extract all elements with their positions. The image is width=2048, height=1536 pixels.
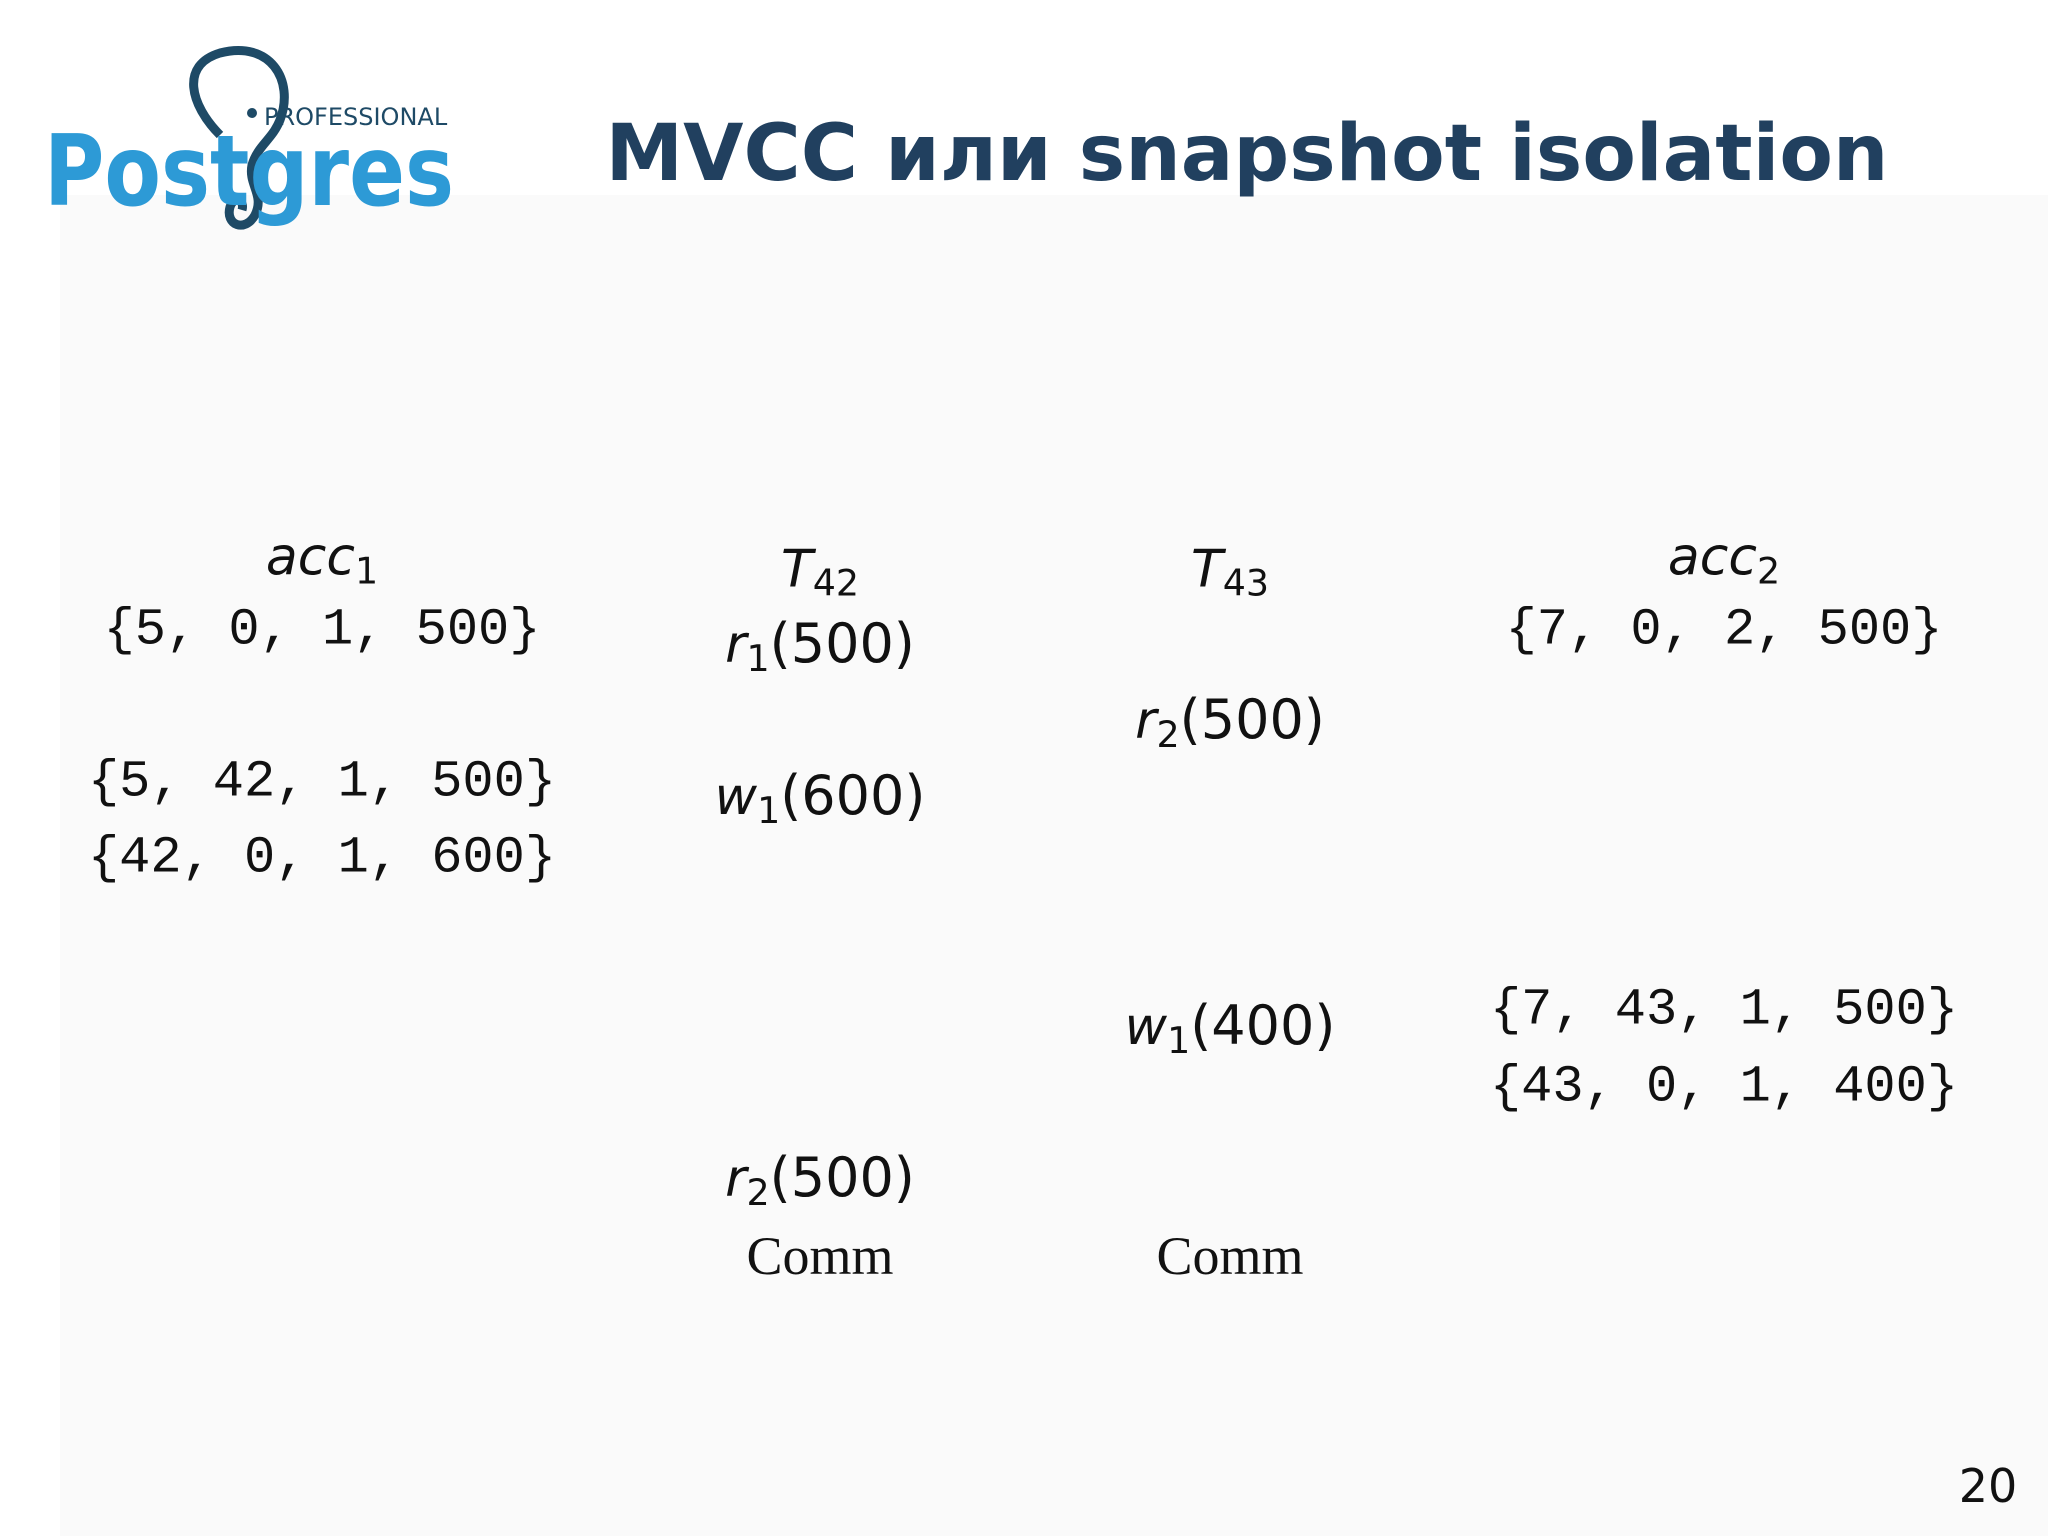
operation: r2(500) [1135,688,1325,756]
op-sub: 2 [746,1171,770,1215]
op-sub: 2 [1156,713,1180,757]
op-sub: 1 [1167,1019,1191,1063]
op-arg: (500) [1179,687,1325,751]
operation: r2(500) [725,1146,915,1214]
header-base: acc [1667,527,1757,588]
op-sub: 1 [757,789,781,833]
row-state: {5, 42, 1, 500} [87,752,557,812]
op-name: w [714,766,758,827]
row-state: {43, 0, 1, 400} [1489,1057,1959,1117]
op-sub: 1 [746,637,770,681]
op-arg: (600) [780,763,926,827]
logo-eye [247,108,257,118]
column-header: acc2 [1668,527,1780,592]
row-state: {7, 43, 1, 500} [1489,980,1959,1040]
row-state: {5, 0, 1, 500} [103,600,541,660]
column-header: acc1 [266,527,378,592]
header-base: acc [265,527,355,588]
logo-brand: Postgres [44,115,454,229]
commit: Comm [1156,1226,1304,1286]
page-number: 20 [1958,1459,2018,1513]
column-header: T43 [1191,539,1269,604]
logo: PROFESSIONAL Postgres [44,46,454,230]
slide-title: MVCC или snapshot isolation [605,109,1889,199]
commit: Comm [746,1226,894,1286]
logo-elephant [189,46,289,230]
header-sub: 1 [354,549,379,593]
op-name: r [725,614,747,675]
column-header: T42 [781,539,859,604]
header-base: T [780,539,813,600]
header-sub: 42 [812,561,860,605]
content-panel [60,195,2048,1536]
header-sub: 2 [1756,549,1781,593]
header-sub: 43 [1222,561,1270,605]
operation: w1(600) [715,764,926,832]
op-name: r [725,1148,747,1209]
operation: w1(400) [1125,994,1336,1062]
op-arg: (500) [769,1145,915,1209]
op-name: w [1124,996,1168,1057]
row-state: {7, 0, 2, 500} [1505,600,1943,660]
op-arg: (500) [769,611,915,675]
row-state: {42, 0, 1, 600} [87,828,557,888]
op-name: r [1135,690,1157,751]
op-arg: (400) [1190,993,1336,1057]
header-base: T [1190,539,1223,600]
operation: r1(500) [725,612,915,680]
logo-tagline: PROFESSIONAL [264,103,448,131]
